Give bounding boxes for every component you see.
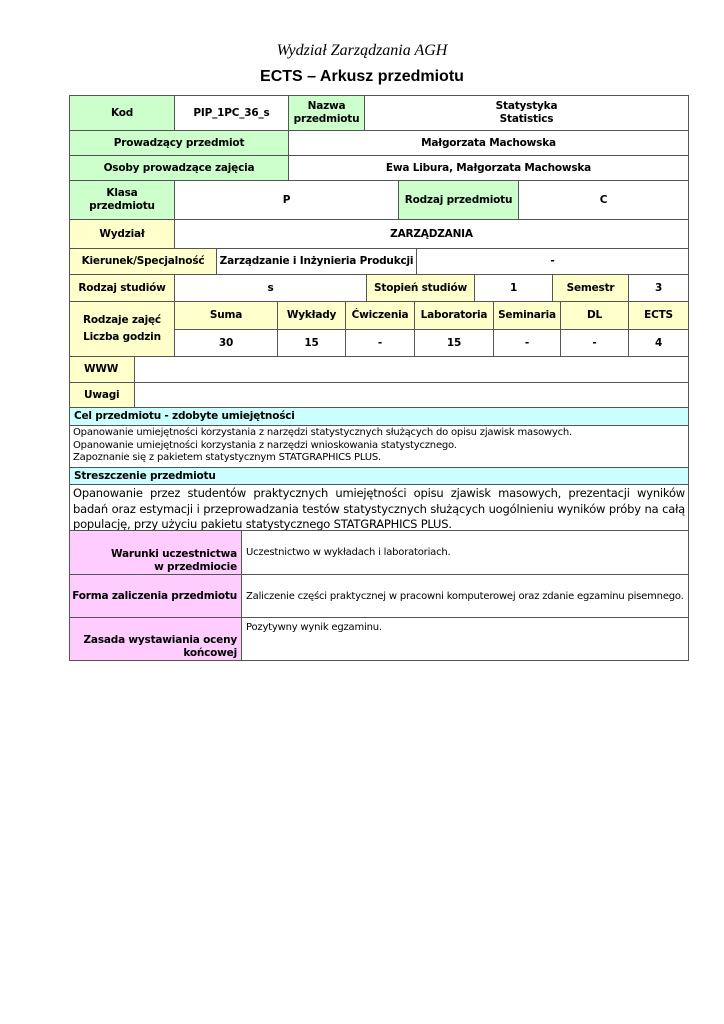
hours-value-dl: - <box>560 329 629 357</box>
klasa-label: Klasa przedmiotu <box>69 180 175 220</box>
zasada-label-line2: końcowej <box>183 647 237 659</box>
osoby-label: Osoby prowadzące zajęcia <box>69 155 289 181</box>
cel-line: Opanowanie umiejętności korzystania z na… <box>73 427 572 438</box>
forma-label: Forma zaliczenia przedmiotu <box>69 574 242 618</box>
prowadzacy-value: Małgorzata Machowska <box>288 130 689 156</box>
kierunek-label: Kierunek/Specjalność <box>69 248 217 275</box>
kierunek-value: Zarządzanie i Inżynieria Produkcji <box>216 248 417 275</box>
hours-value-cwiczenia: - <box>345 329 415 357</box>
cel-text: Opanowanie umiejętności korzystania z na… <box>69 425 689 468</box>
rodzaj-przedmiotu-label: Rodzaj przedmiotu <box>398 180 519 220</box>
klasa-value: P <box>174 180 399 220</box>
hours-header-laboratoria: Laboratoria <box>414 301 494 330</box>
specjalnosc-value: - <box>416 248 689 275</box>
warunki-label: Warunki uczestnictwa w przedmiocie <box>69 530 242 575</box>
cel-header: Cel przedmiotu - zdobyte umiejętności <box>69 407 689 426</box>
cel-line: Zapoznanie się z pakietem statystycznym … <box>73 452 381 463</box>
warunki-value: Uczestnictwo w wykładach i laboratoriach… <box>241 530 689 575</box>
stopien-value: 1 <box>474 274 553 302</box>
warunki-label-line2: w przedmiocie <box>154 561 237 573</box>
cel-line: Opanowanie umiejętności korzystania z na… <box>73 439 457 451</box>
zasada-label: Zasada wystawiania oceny końcowej <box>69 617 242 661</box>
hours-header-ects: ECTS <box>628 301 689 330</box>
uwagi-value <box>134 382 689 408</box>
rodzaj-przedmiotu-value: C <box>518 180 689 220</box>
zajecia-label: Rodzaje zajęć Liczba godzin <box>69 301 175 357</box>
wydzial-label: Wydział <box>69 219 175 249</box>
www-value <box>134 356 689 383</box>
semestr-label: Semestr <box>552 274 629 302</box>
hours-header-wyklady: Wykłady <box>277 301 346 330</box>
warunki-label-line1: Warunki uczestnictwa <box>111 548 237 560</box>
page-title: ECTS – Arkusz przedmiotu <box>260 68 464 85</box>
zasada-value: Pozytywny wynik egzaminu. <box>241 617 689 661</box>
hours-header-dl: DL <box>560 301 629 330</box>
hours-header-cwiczenia: Ćwiczenia <box>345 301 415 330</box>
prowadzacy-label: Prowadzący przedmiot <box>69 130 289 156</box>
faculty-heading: Wydział Zarządzania AGH <box>276 42 448 59</box>
wydzial-value: ZARZĄDZANIA <box>174 219 689 249</box>
nazwa-pl: Statystyka <box>495 100 558 112</box>
hours-header-suma: Suma <box>174 301 278 330</box>
hours-value-ects: 4 <box>628 329 689 357</box>
stopien-label: Stopień studiów <box>366 274 475 302</box>
osoby-value: Ewa Libura, Małgorzata Machowska <box>288 155 689 181</box>
hours-value-laboratoria: 15 <box>414 329 494 357</box>
kod-label: Kod <box>69 95 175 131</box>
semestr-value: 3 <box>628 274 689 302</box>
rodzaj-studiow-value: s <box>174 274 367 302</box>
streszczenie-header: Streszczenie przedmiotu <box>69 467 689 485</box>
rodzaj-studiow-label: Rodzaj studiów <box>69 274 175 302</box>
streszczenie-text: Opanowanie przez studentów praktycznych … <box>69 484 689 531</box>
nazwa-en: Statistics <box>499 113 554 125</box>
forma-value: Zaliczenie części praktycznej w pracowni… <box>241 574 689 618</box>
uwagi-label: Uwagi <box>69 382 135 408</box>
www-label: WWW <box>69 356 135 383</box>
nazwa-label: Nazwa przedmiotu <box>288 95 365 131</box>
hours-value-seminaria: - <box>493 329 561 357</box>
zasada-label-line1: Zasada wystawiania oceny <box>83 634 238 646</box>
hours-value-suma: 30 <box>174 329 278 357</box>
zajecia-label-types: Rodzaje zajęć <box>83 314 161 326</box>
kod-value: PIP_1PC_36_s <box>174 95 289 131</box>
zajecia-label-hours: Liczba godzin <box>83 331 161 343</box>
hours-header-seminaria: Seminaria <box>493 301 561 330</box>
nazwa-value: Statystyka Statistics <box>364 95 689 131</box>
hours-value-wyklady: 15 <box>277 329 346 357</box>
